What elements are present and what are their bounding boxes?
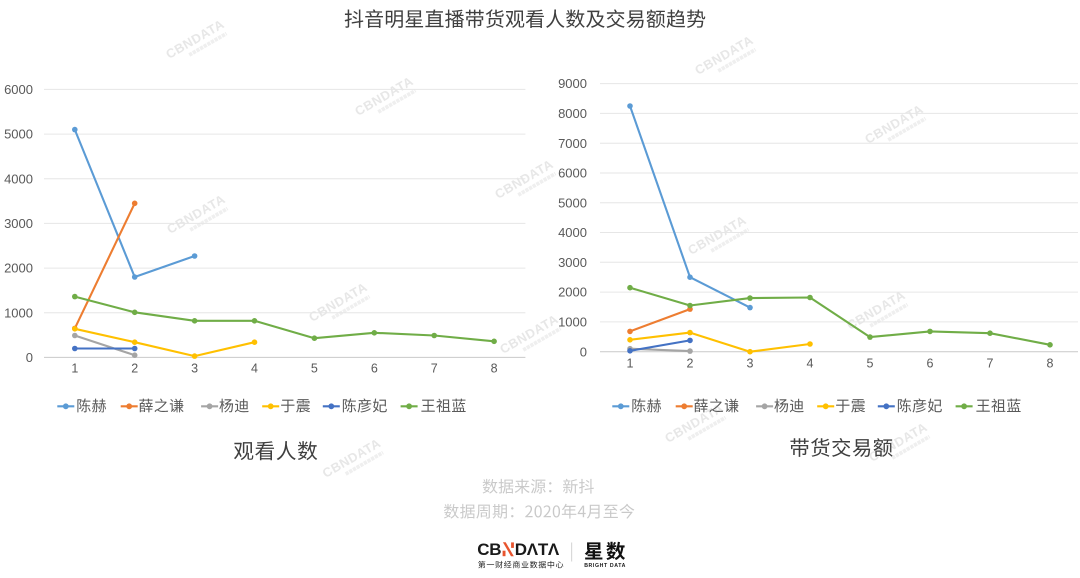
svg-text:6000: 6000 [4, 82, 33, 97]
svg-text:3: 3 [191, 361, 198, 375]
svg-text:1000: 1000 [558, 315, 587, 330]
svg-text:8: 8 [1047, 357, 1054, 371]
svg-text:CB: CB [477, 540, 501, 559]
svg-text:4000: 4000 [4, 171, 33, 186]
svg-text:5: 5 [311, 361, 318, 375]
svg-text:2000: 2000 [4, 261, 33, 276]
svg-text:8: 8 [491, 361, 498, 375]
svg-text:1000: 1000 [4, 305, 33, 320]
svg-text:DΛTΛ: DΛTΛ [515, 540, 560, 559]
svg-text:1: 1 [71, 361, 78, 375]
svg-text:4000: 4000 [558, 225, 587, 240]
svg-text:5: 5 [867, 357, 874, 371]
svg-text:3: 3 [747, 357, 754, 371]
svg-text:4: 4 [251, 361, 258, 375]
svg-text:5000: 5000 [558, 195, 587, 210]
svg-text:0: 0 [26, 350, 33, 365]
svg-text:0: 0 [580, 344, 587, 359]
svg-text:1: 1 [627, 357, 634, 371]
svg-text:2: 2 [131, 361, 138, 375]
svg-text:3000: 3000 [558, 255, 587, 270]
svg-text:5000: 5000 [4, 127, 33, 142]
svg-text:3000: 3000 [4, 216, 33, 231]
svg-text:7: 7 [987, 357, 994, 371]
svg-text:4: 4 [807, 357, 814, 371]
svg-text:9000: 9000 [558, 76, 587, 91]
svg-text:8000: 8000 [558, 106, 587, 121]
svg-text:7: 7 [431, 361, 438, 375]
svg-text:7000: 7000 [558, 136, 587, 151]
svg-text:BRIGHT DATA: BRIGHT DATA [584, 563, 626, 569]
svg-text:2000: 2000 [558, 285, 587, 300]
svg-text:6000: 6000 [558, 166, 587, 181]
svg-text:6: 6 [371, 361, 378, 375]
svg-text:2: 2 [687, 357, 694, 371]
svg-text:6: 6 [927, 357, 934, 371]
